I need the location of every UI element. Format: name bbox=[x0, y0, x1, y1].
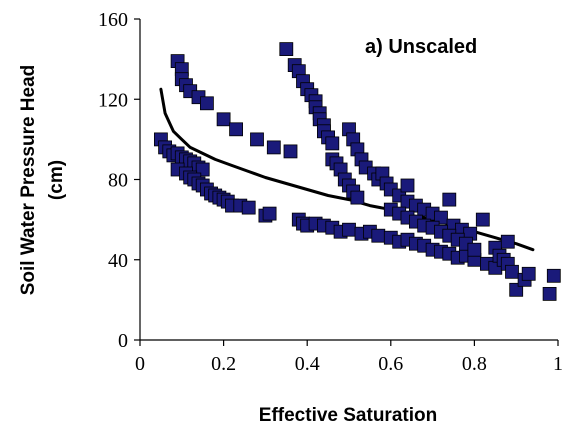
data-point bbox=[216, 112, 231, 127]
x-tick-label: 1 bbox=[553, 353, 563, 375]
tick-marks bbox=[134, 18, 559, 346]
y-axis-unit: (cm) bbox=[46, 160, 67, 200]
data-point bbox=[199, 96, 214, 111]
scatter-points bbox=[153, 42, 561, 301]
data-point bbox=[505, 264, 519, 279]
y-axis-title: Soil Water Pressure Head bbox=[18, 65, 39, 296]
y-tick-label: 160 bbox=[98, 9, 128, 31]
x-tick-label: 0 bbox=[135, 353, 145, 375]
data-point bbox=[262, 206, 277, 221]
data-point bbox=[521, 266, 536, 281]
x-tick-label: 0.2 bbox=[211, 353, 236, 375]
y-tick-label: 80 bbox=[108, 170, 128, 192]
data-point bbox=[546, 268, 561, 283]
data-point bbox=[350, 190, 365, 205]
x-tick-label: 0.8 bbox=[462, 353, 487, 375]
data-point bbox=[371, 228, 386, 243]
x-tick-label: 0.4 bbox=[295, 353, 320, 375]
x-axis-title: Effective Saturation bbox=[259, 405, 437, 426]
data-point bbox=[467, 242, 482, 257]
y-tick-label: 0 bbox=[118, 330, 128, 352]
data-point bbox=[475, 212, 490, 227]
data-point bbox=[250, 132, 264, 147]
data-point bbox=[279, 42, 294, 56]
y-tick-label: 40 bbox=[108, 250, 128, 272]
data-point bbox=[229, 122, 244, 137]
x-tick-label: 0.6 bbox=[378, 353, 403, 375]
data-point bbox=[342, 222, 356, 237]
y-tick-label: 120 bbox=[98, 89, 128, 111]
tick-labels: 0 40 80 120 160 0 0.2 0.4 0.6 0.8 1 bbox=[98, 9, 563, 375]
data-point bbox=[283, 144, 298, 159]
data-point bbox=[241, 200, 256, 215]
chart-annotation: a) Unscaled bbox=[365, 36, 477, 58]
data-point bbox=[500, 234, 515, 249]
data-point bbox=[400, 178, 415, 193]
data-point bbox=[266, 140, 281, 155]
data-point bbox=[442, 192, 457, 207]
data-point bbox=[542, 286, 557, 301]
data-point bbox=[325, 136, 340, 151]
